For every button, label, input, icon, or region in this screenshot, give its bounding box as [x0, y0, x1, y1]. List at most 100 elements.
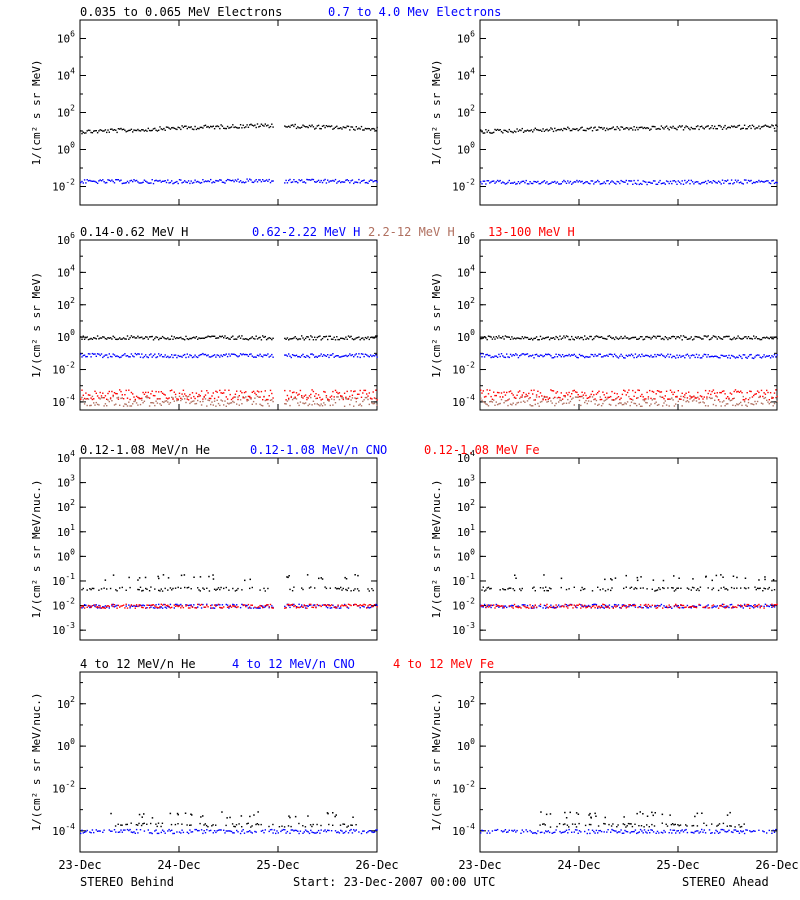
data-point: [526, 336, 529, 339]
data-point: [316, 356, 318, 358]
data-point: [568, 826, 570, 828]
data-point: [295, 829, 298, 832]
data-point: [128, 182, 130, 184]
data-point: [595, 355, 598, 357]
data-point: [587, 604, 590, 607]
data-point: [129, 398, 131, 401]
data-point: [317, 604, 320, 607]
data-point: [625, 605, 627, 607]
data-point: [491, 338, 494, 340]
data-point: [258, 126, 260, 128]
data-point: [238, 395, 240, 397]
data-point: [140, 824, 143, 827]
panel-title-1-1: 0.62-2.22 MeV H: [252, 225, 360, 239]
data-point: [263, 336, 265, 338]
data-point: [191, 814, 193, 816]
data-point: [285, 607, 287, 609]
data-point: [369, 830, 372, 832]
data-point: [728, 829, 730, 831]
data-point: [658, 605, 660, 607]
data-point: [595, 829, 598, 832]
data-point: [485, 354, 487, 356]
data-point: [297, 356, 299, 358]
data-point: [306, 398, 308, 401]
plot-frame: [479, 19, 778, 206]
data-point: [301, 396, 303, 398]
data-point: [690, 397, 692, 399]
data-point: [668, 604, 670, 606]
data-point: [119, 180, 121, 182]
data-point: [741, 182, 743, 185]
data-point: [190, 337, 192, 340]
data-point: [768, 403, 770, 405]
data-point: [288, 125, 290, 127]
data-point: [239, 399, 242, 401]
data-point: [651, 125, 653, 128]
data-point: [749, 125, 751, 127]
data-point: [667, 338, 669, 341]
data-point: [591, 180, 594, 182]
data-point: [707, 392, 709, 395]
data-point: [610, 128, 612, 130]
data-point: [307, 355, 309, 358]
data-point: [481, 183, 483, 185]
data-point: [90, 832, 92, 834]
data-point: [155, 606, 157, 608]
data-point: [767, 355, 769, 357]
data-point: [85, 398, 87, 400]
data-point: [158, 589, 160, 592]
data-point: [108, 400, 110, 403]
data-point: [495, 129, 497, 131]
data-point: [646, 588, 648, 590]
data-point: [672, 355, 674, 357]
data-point: [509, 587, 512, 589]
data-point: [141, 336, 143, 338]
data-point: [486, 832, 488, 834]
data-point: [116, 590, 118, 592]
data-point: [738, 337, 741, 339]
data-point: [354, 338, 356, 340]
data-point: [264, 123, 266, 125]
data-point: [702, 355, 704, 357]
data-point: [332, 604, 334, 606]
data-point: [113, 404, 116, 406]
data-point: [267, 398, 269, 401]
data-point: [481, 606, 483, 608]
data-point: [246, 338, 248, 340]
data-point: [339, 824, 342, 826]
data-point: [354, 354, 356, 356]
data-point: [689, 398, 691, 400]
data-point: [491, 398, 494, 400]
data-point: [690, 126, 692, 129]
data-point: [654, 590, 656, 592]
data-point: [508, 179, 510, 182]
data-point: [93, 337, 95, 339]
data-point: [213, 400, 216, 402]
data-point: [163, 337, 165, 339]
data-point: [641, 336, 643, 338]
data-point: [490, 356, 492, 359]
data-point: [366, 607, 368, 609]
data-point: [560, 128, 562, 130]
y-tick-label: 10-4: [452, 393, 475, 409]
data-point: [125, 605, 127, 607]
data-point: [530, 389, 533, 392]
data-point: [234, 396, 237, 398]
data-point: [602, 356, 604, 358]
data-point: [186, 824, 188, 826]
data-point: [545, 182, 547, 184]
data-point: [220, 179, 222, 181]
data-point: [324, 404, 326, 406]
data-point: [636, 356, 638, 359]
data-point: [738, 182, 741, 184]
data-point: [542, 587, 544, 589]
data-point: [98, 589, 100, 591]
data-point: [681, 180, 683, 182]
data-point: [206, 405, 208, 407]
data-point: [347, 354, 350, 357]
data-point: [697, 830, 699, 832]
y-axis-label: 1/(cm² s sr MeV): [30, 272, 43, 378]
data-point: [686, 400, 689, 402]
data-point: [178, 127, 181, 129]
data-point: [534, 337, 536, 339]
